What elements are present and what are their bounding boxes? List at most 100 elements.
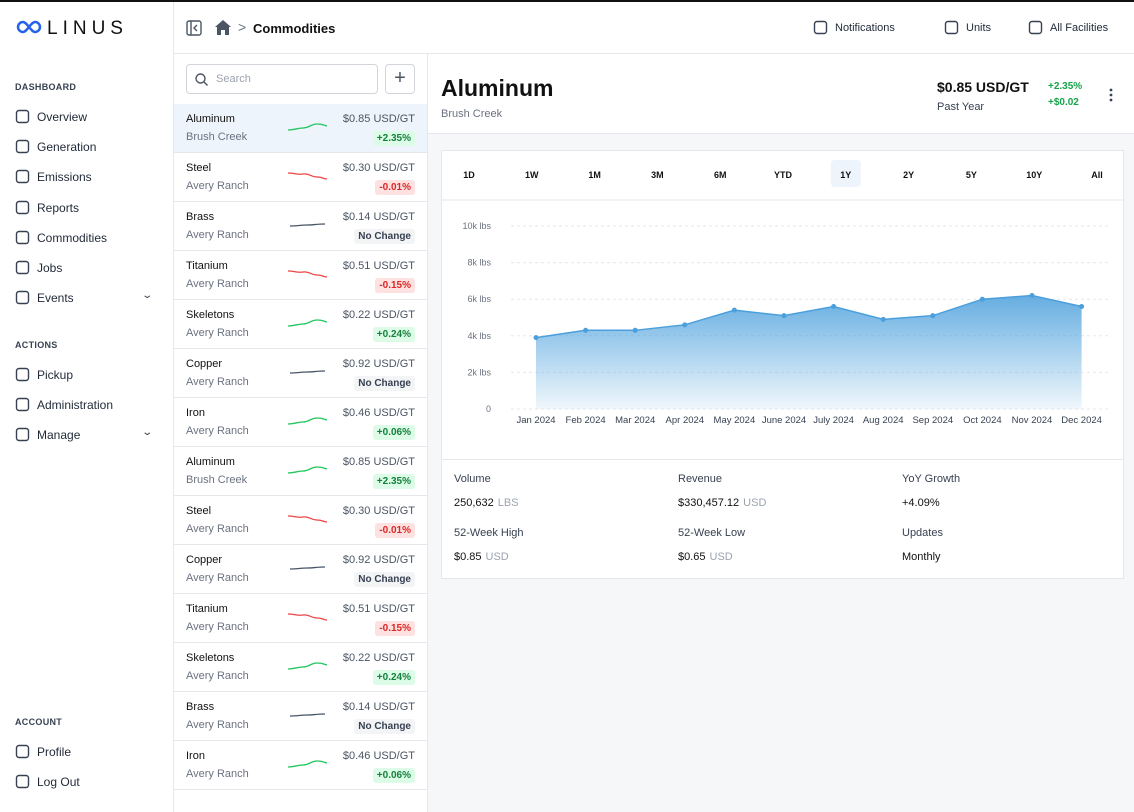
search-box[interactable]: Search — [186, 64, 378, 94]
commodity-location: Avery Ranch — [186, 572, 249, 584]
commodity-row[interactable]: Titanium Avery Ranch $0.51 USD/GT -0.15% — [174, 594, 427, 643]
commodity-name: Titanium — [186, 260, 228, 272]
x-tick-label: Nov 2024 — [1012, 415, 1053, 426]
range-button[interactable]: 5Y — [966, 170, 977, 180]
nav-icon — [15, 367, 30, 382]
commodity-row[interactable]: Copper Avery Ranch $0.92 USD/GT No Change — [174, 545, 427, 594]
sparkline — [287, 515, 328, 523]
range-button[interactable]: 10Y — [1026, 170, 1042, 180]
range-selected — [830, 160, 861, 187]
nav-item[interactable]: Overview — [37, 110, 88, 124]
x-tick-label: July 2024 — [813, 415, 854, 426]
nav-item[interactable]: Jobs — [37, 261, 63, 275]
collapse-icon[interactable] — [186, 20, 202, 36]
range-button[interactable]: 3M — [651, 170, 664, 180]
range-button[interactable]: 1Y — [840, 170, 851, 180]
icon-shape — [15, 367, 30, 382]
commodity-row[interactable]: Iron Avery Ranch $0.46 USD/GT +0.06% — [174, 741, 427, 790]
sparkline-line — [287, 270, 328, 278]
sparkline-line — [287, 466, 328, 474]
range-button[interactable]: 1M — [588, 170, 601, 180]
commodity-name: Aluminum — [186, 456, 235, 468]
range-button[interactable]: 2Y — [903, 170, 914, 180]
search-icon — [195, 73, 208, 86]
nav-item[interactable]: Commodities — [37, 230, 108, 245]
sparkline-line — [287, 417, 328, 425]
change-badge: +0.24% — [372, 670, 415, 685]
nav-item[interactable]: Manage — [37, 428, 81, 443]
commodity-row[interactable]: Aluminum Brush Creek $0.85 USD/GT +2.35% — [174, 447, 427, 496]
sparkline-line — [289, 370, 326, 374]
sparkline-line — [289, 566, 326, 570]
icon-shape — [15, 200, 30, 214]
nav-item[interactable]: Reports — [37, 200, 80, 215]
commodity-location: Avery Ranch — [186, 180, 249, 192]
commodity-row[interactable]: Copper Avery Ranch $0.92 USD/GT No Change — [174, 349, 427, 398]
detail-header: Aluminum Brush Creek $0.85 USD/GT Past Y… — [428, 54, 1134, 134]
nav-icon — [15, 428, 30, 442]
stat-number: $0.65 — [678, 551, 706, 563]
sparkline — [289, 566, 326, 570]
stat-value: $330,457.12 USD — [678, 497, 766, 509]
nav-item[interactable]: Emissions — [37, 170, 92, 185]
change-badge: No Change — [354, 376, 415, 391]
nav-item[interactable]: Profile — [37, 745, 72, 759]
breadcrumb-separator: > — [238, 19, 247, 35]
commodity-location: Avery Ranch — [186, 278, 249, 290]
commodity-row[interactable]: Titanium Avery Ranch $0.51 USD/GT -0.15% — [174, 251, 427, 300]
point — [831, 304, 837, 310]
sparkline-line — [287, 662, 328, 670]
action-icon — [944, 20, 959, 35]
home-icon[interactable] — [214, 19, 232, 36]
nav-item[interactable]: Events — [37, 291, 74, 306]
commodity-name: Skeletons — [186, 652, 235, 664]
logo-icon — [16, 20, 42, 34]
range-button[interactable]: All — [1091, 170, 1103, 180]
nav-item[interactable]: Pickup — [37, 368, 74, 382]
commodity-price: $0.30 USD/GT — [342, 162, 415, 174]
range-button[interactable]: YTD — [774, 170, 793, 180]
icon-shape — [15, 170, 30, 184]
commodity-name: Copper — [186, 358, 223, 370]
sparkline — [287, 270, 328, 278]
topbar: > Commodities Notifications Units All Faci… — [174, 2, 1134, 54]
sparkline-line — [287, 123, 328, 131]
point — [533, 335, 539, 341]
range-button[interactable]: 1W — [525, 170, 539, 180]
breadcrumb[interactable]: Commodities — [253, 21, 336, 36]
point — [930, 313, 936, 319]
commodity-row[interactable]: Skeletons Avery Ranch $0.22 USD/GT +0.24% — [174, 643, 427, 692]
x-tick-label: Apr 2024 — [666, 415, 705, 426]
commodity-row[interactable]: Steel Avery Ranch $0.30 USD/GT -0.01% — [174, 153, 427, 202]
nav-icon — [15, 109, 30, 124]
commodity-row[interactable]: Skeletons Avery Ranch $0.22 USD/GT +0.24% — [174, 300, 427, 349]
nav-item[interactable]: Administration — [37, 398, 114, 413]
add-button[interactable]: + — [385, 64, 415, 94]
commodity-location: Avery Ranch — [186, 376, 249, 388]
range-button[interactable]: 1D — [463, 170, 475, 180]
change-badge: +0.24% — [372, 327, 415, 342]
nav-item[interactable]: Log Out — [37, 775, 80, 790]
icon-shape — [944, 20, 959, 35]
point — [880, 316, 886, 322]
commodity-location: Avery Ranch — [186, 523, 249, 535]
point — [1029, 293, 1035, 299]
commodity-row[interactable]: Iron Avery Ranch $0.46 USD/GT +0.06% — [174, 398, 427, 447]
commodity-price: $0.51 USD/GT — [342, 260, 415, 272]
stat-value: 250,632 LBS — [454, 497, 519, 509]
commodity-row[interactable]: Steel Avery Ranch $0.30 USD/GT -0.01% — [174, 496, 427, 545]
commodity-row[interactable]: Brass Avery Ranch $0.14 USD/GT No Change — [174, 202, 427, 251]
top-action[interactable]: All Facilities — [1050, 22, 1109, 34]
nav-item[interactable]: Generation — [37, 140, 97, 155]
commodity-row[interactable]: Brass Avery Ranch $0.14 USD/GT No Change — [174, 692, 427, 741]
commodity-row[interactable]: Aluminum Brush Creek $0.85 USD/GT +2.35% — [174, 104, 427, 153]
range-button[interactable]: 6M — [714, 170, 727, 180]
commodity-name: Steel — [186, 505, 212, 517]
more-icon[interactable] — [1108, 88, 1114, 104]
brand: LINUS — [47, 18, 128, 39]
stat-unit: LBS — [497, 497, 519, 509]
top-action[interactable]: Units — [966, 22, 992, 34]
stat-value: $0.85 USD — [454, 551, 509, 563]
point — [979, 296, 985, 302]
top-action[interactable]: Notifications — [835, 22, 895, 34]
